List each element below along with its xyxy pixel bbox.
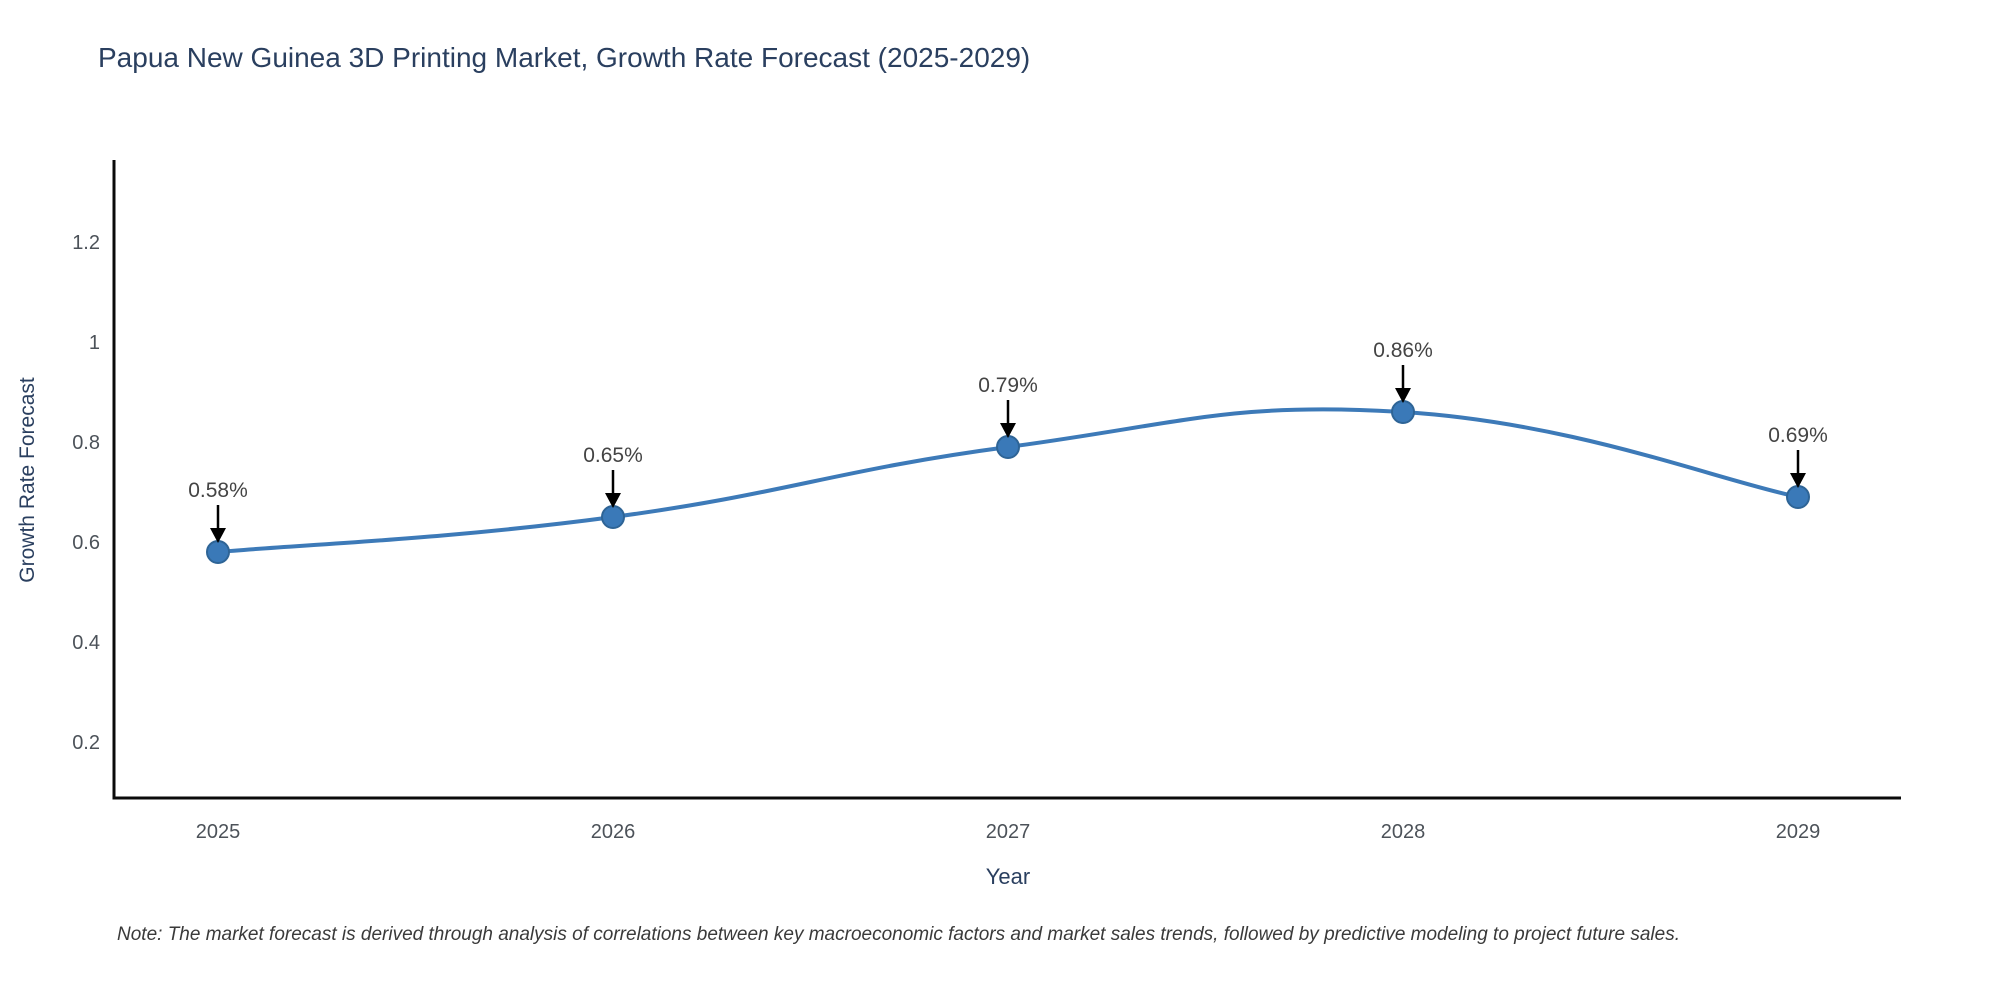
- data-point[interactable]: [1391, 400, 1415, 424]
- chart-title: Papua New Guinea 3D Printing Market, Gro…: [98, 42, 1031, 73]
- annotation-label: 0.69%: [1768, 424, 1828, 447]
- annotation-label: 0.65%: [583, 444, 643, 467]
- data-point[interactable]: [601, 505, 625, 529]
- footnote: Note: The market forecast is derived thr…: [117, 924, 1680, 945]
- y-axis-ticks: 0.2 0.4 0.6 0.8 1 1.2: [72, 232, 100, 754]
- y-axis-title: Growth Rate Forecast: [16, 377, 39, 583]
- annotation-arrowhead-icon: [210, 528, 226, 543]
- x-axis-ticks: 2025 2026 2027 2028 2029: [196, 821, 1821, 843]
- x-tick-label: 2028: [1381, 821, 1426, 843]
- x-tick-label: 2026: [591, 821, 636, 843]
- x-tick-label: 2027: [986, 821, 1031, 843]
- annotation-arrowhead-icon: [605, 493, 621, 508]
- data-series: [206, 400, 1810, 564]
- y-tick-label: 1: [89, 332, 100, 354]
- x-axis-title: Year: [986, 864, 1030, 889]
- data-point[interactable]: [1786, 485, 1810, 509]
- annotation-label: 0.58%: [188, 479, 248, 502]
- y-tick-label: 0.4: [72, 632, 100, 654]
- y-tick-label: 1.2: [72, 232, 100, 254]
- annotation-label: 0.86%: [1373, 339, 1433, 362]
- y-tick-label: 0.2: [72, 732, 100, 754]
- annotation-arrowhead-icon: [1000, 423, 1016, 438]
- x-tick-label: 2025: [196, 821, 241, 843]
- y-tick-label: 0.6: [72, 532, 100, 554]
- x-tick-label: 2029: [1776, 821, 1821, 843]
- data-point[interactable]: [206, 540, 230, 564]
- plot-area[interactable]: [114, 160, 1901, 798]
- data-point[interactable]: [996, 435, 1020, 459]
- annotation-arrowhead-icon: [1790, 473, 1806, 488]
- annotation-label: 0.79%: [978, 374, 1038, 397]
- annotation-arrowhead-icon: [1395, 388, 1411, 403]
- y-tick-label: 0.8: [72, 432, 100, 454]
- point-annotations: 0.58% 0.65% 0.79% 0.86% 0.69%: [188, 339, 1828, 543]
